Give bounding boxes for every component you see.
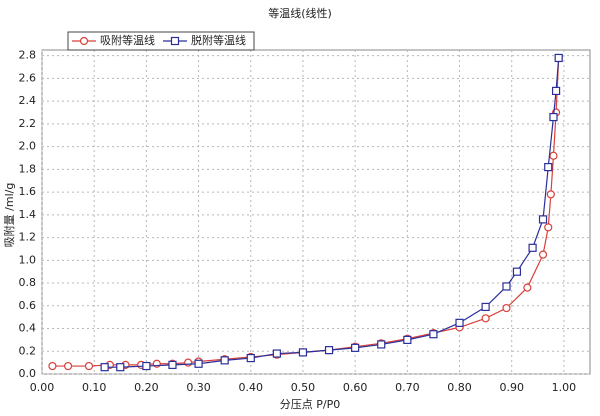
data-point	[84, 361, 94, 371]
x-tick-label: 0.60	[343, 381, 368, 394]
y-tick-label: 2.4	[19, 94, 37, 107]
y-tick-label: 2.2	[19, 117, 37, 130]
data-point	[538, 215, 548, 224]
data-point	[546, 190, 555, 199]
y-tick-label: 2.0	[19, 140, 37, 153]
data-point	[168, 360, 177, 370]
x-tick-label: 1.00	[552, 381, 577, 394]
data-point	[63, 361, 73, 371]
data-point	[502, 303, 511, 313]
data-point	[554, 53, 563, 63]
legend: 吸附等温线 脱附等温线	[67, 31, 255, 51]
y-axis-label: 吸附量 /ml/g	[2, 183, 16, 248]
legend-marker	[170, 36, 180, 46]
data-point	[549, 112, 558, 122]
data-point	[272, 349, 281, 358]
y-tick-label: 1.4	[19, 208, 37, 221]
x-tick-label: 0.00	[30, 381, 55, 394]
legend-label: 吸附等温线	[100, 33, 155, 47]
data-point	[481, 302, 490, 312]
data-point	[220, 356, 229, 365]
data-point	[246, 353, 255, 363]
y-tick-label: 1.2	[19, 231, 37, 244]
y-tick-label: 0.8	[19, 276, 37, 289]
data-point	[48, 361, 57, 371]
data-point	[544, 162, 553, 172]
y-tick-label: 1.0	[19, 253, 37, 266]
x-axis-label: 分压点 P/P0	[280, 398, 340, 411]
data-point	[551, 86, 561, 96]
data-point	[403, 335, 412, 344]
y-tick-label: 0.6	[19, 299, 37, 312]
y-tick-label: 1.8	[19, 162, 37, 175]
x-tick-label: 0.20	[134, 381, 159, 394]
y-tick-label: 0.4	[19, 322, 37, 335]
data-point	[502, 282, 511, 291]
plot-area	[41, 49, 591, 375]
data-point	[324, 346, 334, 355]
y-tick-label: 2.6	[19, 71, 37, 84]
data-point	[298, 348, 308, 357]
y-tick-label: 0.0	[19, 367, 37, 380]
data-point	[455, 318, 464, 327]
x-tick-label: 0.90	[499, 381, 524, 394]
chart-title: 等温线(线性)	[268, 6, 332, 20]
x-tick-label: 0.40	[239, 381, 264, 394]
data-point	[538, 250, 548, 259]
x-tick-label: 0.30	[186, 381, 211, 394]
y-tick-label: 2.8	[19, 49, 37, 62]
data-point	[377, 340, 386, 349]
data-point	[184, 358, 193, 367]
data-point	[142, 361, 151, 371]
series-line	[104, 57, 560, 368]
data-point	[116, 363, 125, 372]
data-point	[351, 343, 360, 352]
x-tick-label: 0.70	[395, 381, 420, 394]
data-point	[523, 283, 532, 292]
y-tick-label: 0.2	[19, 344, 37, 357]
data-point	[528, 243, 537, 252]
data-point	[194, 359, 203, 368]
data-point	[549, 151, 558, 160]
data-point	[429, 330, 438, 339]
y-tick-label: 1.6	[19, 185, 37, 198]
data-point	[100, 363, 109, 372]
data-point	[544, 223, 553, 232]
data-point	[481, 314, 490, 323]
legend-box	[67, 31, 255, 51]
legend-label: 脱附等温线	[191, 33, 246, 47]
data-point	[512, 267, 522, 276]
x-tick-label: 0.80	[447, 381, 472, 394]
x-tick-label: 0.10	[82, 381, 107, 394]
x-tick-label: 0.50	[291, 381, 316, 394]
legend-marker	[79, 36, 89, 46]
